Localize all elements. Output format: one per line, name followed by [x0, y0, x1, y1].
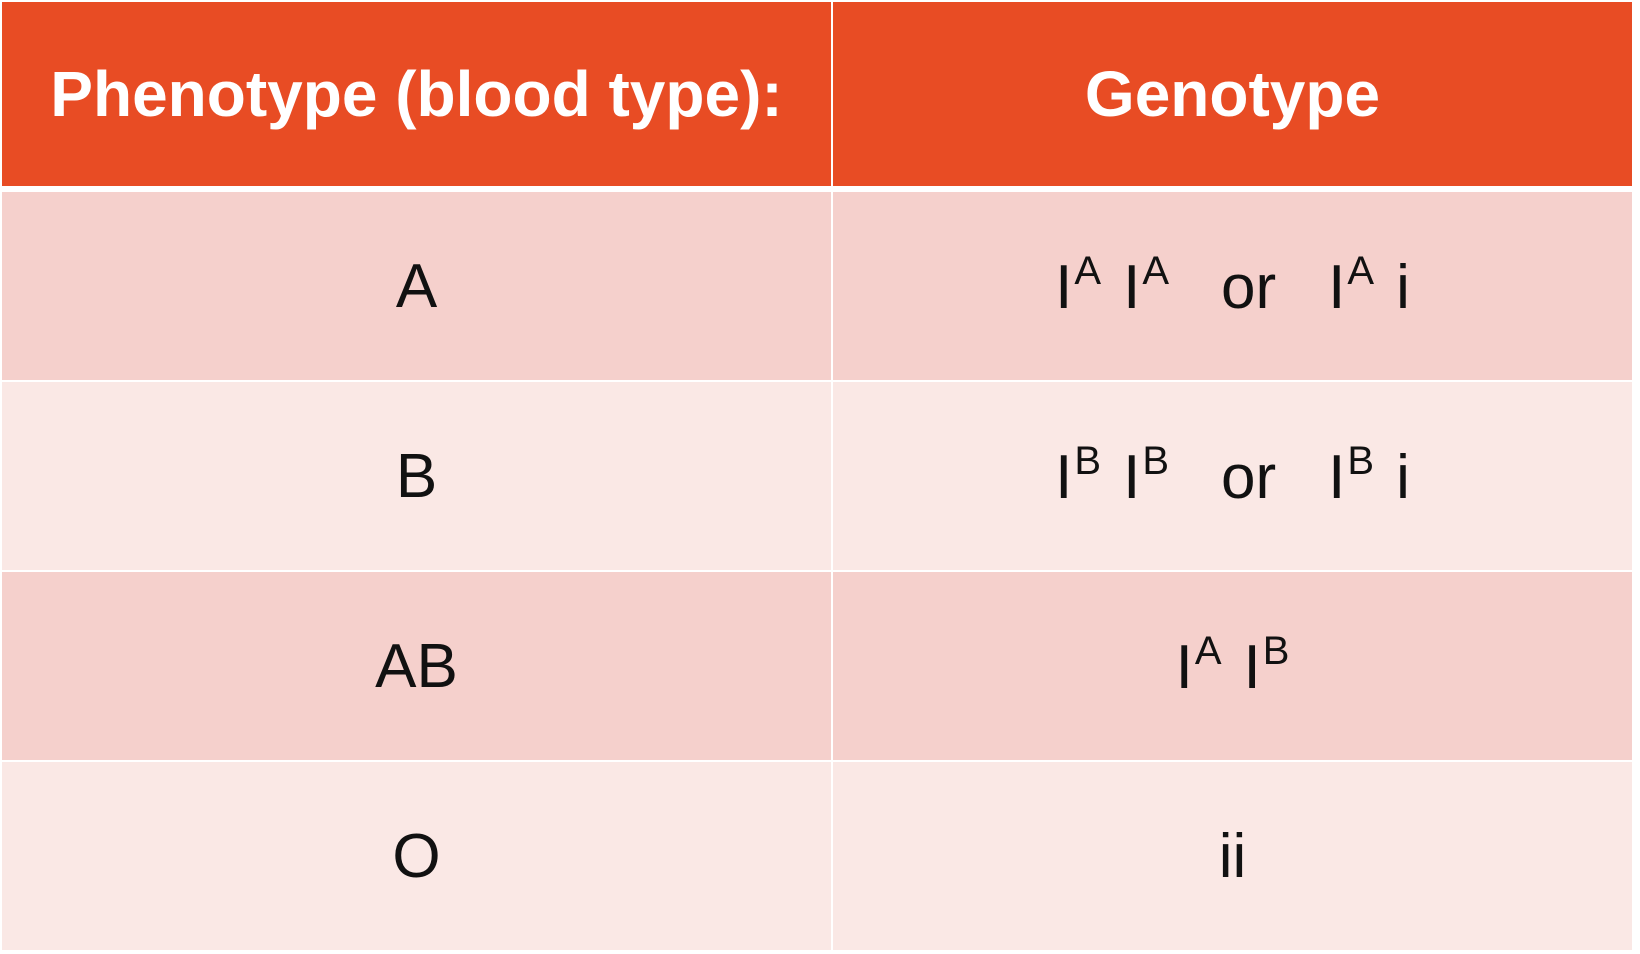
allele-recessive: i: [1396, 252, 1410, 323]
genotype-cell: IA IB: [832, 571, 1633, 761]
allele-superscript: B: [1142, 439, 1169, 483]
allele-superscript: A: [1347, 249, 1374, 293]
allele-base: I: [1055, 253, 1072, 322]
allele-base: I: [1176, 633, 1193, 702]
allele-base: I: [1328, 253, 1345, 322]
phenotype-cell: O: [1, 761, 832, 951]
genotype-cell: ii: [832, 761, 1633, 951]
allele: IA: [1123, 249, 1169, 323]
allele: IB: [1055, 439, 1101, 513]
allele-superscript: A: [1142, 249, 1169, 293]
allele-superscript: B: [1347, 439, 1374, 483]
allele: IB: [1123, 439, 1169, 513]
allele: IB: [1244, 629, 1290, 703]
allele-superscript: B: [1074, 439, 1101, 483]
table-row: A IA IA or IA i: [1, 189, 1633, 381]
allele-superscript: A: [1195, 629, 1222, 673]
allele-superscript: A: [1074, 249, 1101, 293]
allele-base: I: [1123, 253, 1140, 322]
table-row: B IB IB or IB i: [1, 381, 1633, 571]
phenotype-cell: A: [1, 189, 832, 381]
allele-base: I: [1244, 633, 1261, 702]
table-row: O ii: [1, 761, 1633, 951]
allele-superscript: B: [1263, 629, 1290, 673]
allele-base: I: [1328, 443, 1345, 512]
genotype-cell: IA IA or IA i: [832, 189, 1633, 381]
genotype-expression: IA IA or IA i: [1055, 249, 1410, 323]
or-connector: or: [1221, 442, 1276, 513]
phenotype-cell: B: [1, 381, 832, 571]
allele: IA: [1328, 249, 1374, 323]
allele: IB: [1328, 439, 1374, 513]
table-header-row: Phenotype (blood type): Genotype: [1, 1, 1633, 189]
phenotype-cell: AB: [1, 571, 832, 761]
table-row: AB IA IB: [1, 571, 1633, 761]
genotype-cell: IB IB or IB i: [832, 381, 1633, 571]
header-phenotype: Phenotype (blood type):: [1, 1, 832, 189]
genotype-expression: IA IB: [1176, 629, 1290, 703]
genotype-expression: IB IB or IB i: [1055, 439, 1410, 513]
or-connector: or: [1221, 252, 1276, 323]
allele-base: I: [1055, 443, 1072, 512]
header-genotype: Genotype: [832, 1, 1633, 189]
allele-base: I: [1123, 443, 1140, 512]
allele: IA: [1176, 629, 1222, 703]
allele: IA: [1055, 249, 1101, 323]
allele-recessive: i: [1396, 442, 1410, 513]
